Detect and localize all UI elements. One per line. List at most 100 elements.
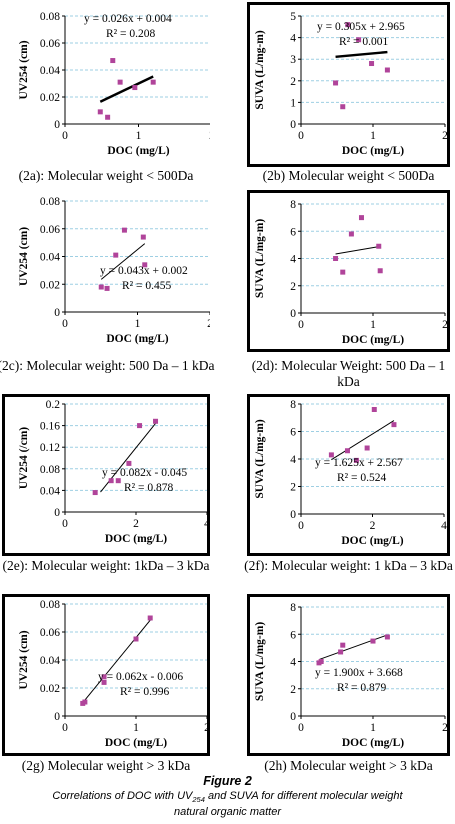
data-point <box>353 457 359 463</box>
data-point <box>98 284 104 290</box>
x-tick-label: 4 <box>441 520 447 532</box>
y-tick-label: 0.12 <box>40 442 60 454</box>
chart-panel-1: 0 0.02 0.04 0.06 0.08 0 1 2 DOC (mg/L) UV254 (cm)… <box>2 2 210 184</box>
y-tick-label: 2 <box>290 281 296 293</box>
y-tick-label: 0.06 <box>40 627 60 639</box>
chart-panel-3: 0 0.02 0.04 0.06 0.08 0 1 2 DOC (mg/L) UV254 (cm)… <box>0 190 215 390</box>
data-point <box>391 422 397 428</box>
x-tick-label: 1 <box>370 722 376 734</box>
scatter-chart: 0 2 4 6 8 0 1 2 DOC (mg/L) SUVA (L/mg-m) y = 1.900… <box>254 602 448 749</box>
trendline <box>335 245 381 255</box>
data-point <box>318 659 324 664</box>
y-tick-label: 2 <box>290 76 296 88</box>
y-tick-label: 6 <box>290 226 296 238</box>
trendline-equation: y = 1.625x + 2.567 <box>315 457 403 469</box>
y-tick-label: 0 <box>54 119 60 131</box>
trendline-equation: y = 0.043x + 0.002 <box>100 265 188 277</box>
data-point <box>115 478 121 484</box>
y-tick-label: 0.02 <box>40 279 60 291</box>
data-point <box>333 80 339 86</box>
scatter-chart: 0 2 4 6 8 0 2 4 DOC (mg/L) SUVA (L/mg-m) y = 1.625… <box>254 399 447 547</box>
y-tick-label: 4 <box>290 33 296 45</box>
data-point <box>340 642 346 648</box>
data-point <box>348 231 354 237</box>
panel-caption: (2f): Molecular weight: 1 kDa – 3 kDa <box>244 558 453 573</box>
data-point <box>377 268 383 274</box>
data-point <box>142 262 148 268</box>
y-axis-label: UV254 (cm) <box>18 630 30 689</box>
y-tick-label: 0 <box>290 119 296 131</box>
trendline-equation: y = 0.305x + 2.965 <box>317 21 405 33</box>
y-tick-label: 0.04 <box>40 655 60 667</box>
data-point <box>101 679 107 685</box>
x-axis-label: DOC (mg/L) <box>341 535 403 547</box>
y-tick-label: 0.04 <box>40 485 60 497</box>
y-tick-label: 0 <box>54 507 60 519</box>
r-squared-label: R² = 0.524 <box>337 472 386 484</box>
x-tick-label: 1 <box>370 319 376 331</box>
x-tick-label: 2 <box>207 318 210 330</box>
panel-caption: (2c): Molecular weight: 500 Da – 1 kDa <box>0 358 215 373</box>
x-axis-label: DOC (mg/L) <box>107 145 169 157</box>
data-point <box>108 478 114 484</box>
data-point <box>121 227 127 233</box>
data-point <box>345 22 351 28</box>
data-point <box>132 85 138 91</box>
r-squared-label: R² = 0.208 <box>106 28 155 40</box>
data-point <box>105 114 111 120</box>
trendline <box>82 619 151 704</box>
y-axis-label: SUVA (L/mg-m) <box>254 219 266 299</box>
panel-caption: (2h) Molecular weight > 3 kDa <box>264 758 433 773</box>
x-tick-label: 2 <box>442 130 448 142</box>
r-squared-label: R² = 0.996 <box>120 686 169 698</box>
x-tick-label: 0 <box>62 722 68 734</box>
y-tick-label: 6 <box>290 427 296 439</box>
data-point <box>328 452 334 458</box>
x-tick-label: 2 <box>442 319 448 331</box>
y-tick-label: 1 <box>290 97 296 109</box>
figure-caption: Correlations of DOC with UV254 and SUVA … <box>40 790 415 819</box>
y-tick-label: 6 <box>290 629 296 641</box>
chart-frame <box>247 190 450 352</box>
panel-caption: (2b) Molecular weight < 500Da <box>262 168 435 183</box>
x-axis-label: DOC (mg/L) <box>342 145 404 157</box>
x-axis-label: DOC (mg/L) <box>105 737 167 749</box>
scatter-chart: 0 0.02 0.04 0.06 0.08 0 1 2 DOC (mg/L) UV254 (cm)… <box>18 599 210 749</box>
x-tick-label: 2 <box>442 722 448 734</box>
y-tick-label: 8 <box>290 399 296 411</box>
x-tick-label: 2 <box>204 722 210 734</box>
trendline-equation: y = 1.900x + 3.668 <box>315 667 403 679</box>
data-point <box>92 490 98 496</box>
figure-caption-text-rest: and SUVA for different molecular weight … <box>174 790 403 819</box>
y-tick-label: 0.08 <box>40 599 60 611</box>
y-tick-label: 2 <box>290 684 296 696</box>
y-tick-label: 3 <box>290 54 296 66</box>
data-point <box>384 634 390 640</box>
chart-frame <box>247 594 450 756</box>
data-point <box>333 256 339 261</box>
y-tick-label: 0.02 <box>40 92 60 104</box>
y-axis-label: UV254 (cm) <box>18 40 30 99</box>
y-tick-label: 0.2 <box>46 399 61 411</box>
x-tick-label: 0 <box>298 722 304 734</box>
chart-frame <box>2 394 210 556</box>
trendline <box>318 634 388 661</box>
panel-caption: (2g) Molecular weight > 3 kDa <box>21 758 191 773</box>
chart-panel-5: 0 0.04 0.08 0.12 0.16 0.2 0 2 4 DOC (mg/L) UV254 (… <box>2 394 210 590</box>
scatter-chart: 0 0.02 0.04 0.06 0.08 0 1 2 DOC (mg/L) UV254 (cm)… <box>18 11 210 157</box>
chart-panel-8: 0 2 4 6 8 0 1 2 DOC (mg/L) SUVA (L/mg-m) y = 1.900… <box>247 594 450 774</box>
panel-caption: (2e): Molecular weight: 1kDa – 3 kDa <box>2 558 210 573</box>
y-axis-label: SUVA (L/mg-m) <box>254 419 266 499</box>
x-tick-label: 1 <box>133 722 139 734</box>
figure-caption-subscript: 254 <box>192 795 205 805</box>
y-tick-label: 2 <box>290 482 296 494</box>
scatter-chart: 0 2 4 6 8 0 1 2 DOC (mg/L) SUVA (L/mg-m) <box>254 199 448 346</box>
chart-panel-6: 0 2 4 6 8 0 2 4 DOC (mg/L) SUVA (L/mg-m) y = 1.625… <box>244 394 453 590</box>
x-tick-label: 2 <box>370 520 376 532</box>
data-point <box>340 269 346 275</box>
trendline <box>335 50 388 58</box>
chart-panel-2: 0 1 2 3 4 5 0 1 2 DOC (mg/L) SUVA (L/mg-m) y = 0.30… <box>247 2 450 184</box>
y-tick-label: 0.02 <box>40 683 60 695</box>
data-point <box>126 460 132 466</box>
trendline-equation: y = 0.082x - 0.045 <box>102 467 187 479</box>
